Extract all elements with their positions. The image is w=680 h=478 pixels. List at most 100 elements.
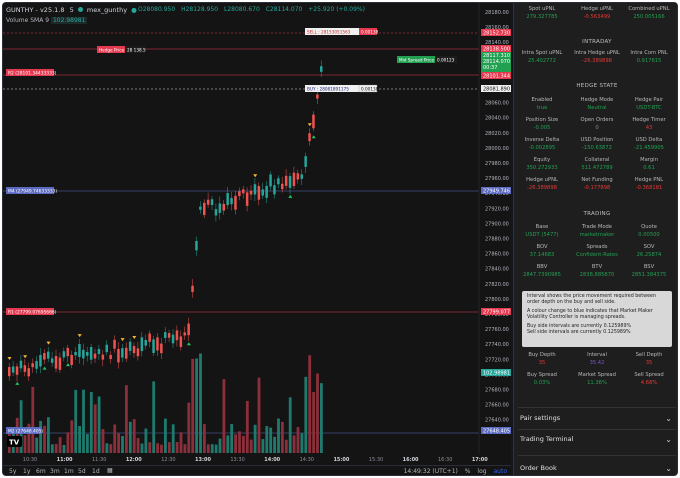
volume-bar [284, 439, 288, 453]
candle-body [265, 185, 268, 198]
candle-body [54, 356, 58, 369]
candle-body [300, 174, 303, 179]
volume-bar [253, 424, 257, 453]
candle-body [86, 351, 89, 356]
exchange-label: mex_gunthy [86, 6, 128, 14]
range-3m[interactable]: 3m [50, 468, 60, 475]
chart-area[interactable]: GUNTHY - v25.1.8 5 mex_gunthy ● O28080.9… [3, 3, 511, 475]
candle-body [238, 191, 241, 197]
volume-bar [82, 389, 85, 453]
stat-value: 35 [538, 360, 546, 366]
range-5y[interactable]: 5y [9, 468, 17, 475]
m4-label[interactable]: M4 (27949.74633333) [6, 187, 57, 195]
mid-spread-label[interactable]: Mid Spread Price 0.00123 [397, 56, 457, 63]
price-tick-label: 28180.00 [485, 10, 509, 16]
mid-spread-value: 0.00123 [437, 58, 455, 63]
candle-body [257, 185, 261, 200]
sell-order-label[interactable]: SELL : 28153051563 0.00138 [305, 28, 379, 35]
stat-value: USDT-BTC [636, 105, 662, 111]
stat-value: Confident-Rates [576, 252, 618, 258]
volume-bar [277, 418, 280, 453]
stat-label: SOV [643, 244, 655, 250]
price-chart[interactable]: R2 (28101.34433333) M4 (27949.74633333) … [3, 3, 511, 465]
stat-value: true [536, 105, 548, 111]
candle-body [47, 351, 50, 359]
auto-toggle[interactable]: auto [493, 468, 507, 475]
candle-body [203, 202, 206, 216]
stat-value: 0.917815 [636, 58, 662, 64]
stat-value: 0.03% [533, 380, 551, 386]
ohlc-readout: O28080.950 H28128.950 L28080.670 C28114.… [138, 6, 369, 13]
stat-value: 35.42 [589, 360, 605, 366]
order-book-accordion[interactable]: Order Book ⌄ [520, 464, 674, 475]
price-tick-label: 27880.00 [485, 237, 509, 243]
stat-value: -26.389898 [527, 185, 557, 191]
badge-m2: 27648.405 [483, 429, 510, 435]
volume-bar [296, 427, 300, 453]
volume-bar [160, 444, 163, 453]
candle-body [58, 357, 62, 370]
candle-body [179, 336, 183, 348]
clock-label[interactable]: 14:49:32 (UTC+1) [403, 468, 458, 475]
price-tick-label: 27740.00 [485, 342, 509, 348]
stat-value: 2838.885870 [579, 272, 615, 278]
stat-value: 250.005166 [633, 14, 665, 20]
volume-bar [113, 424, 117, 453]
volume-bar [23, 435, 27, 453]
volume-bar [238, 431, 241, 453]
buy-marker-icon [66, 363, 70, 367]
candle-body [218, 203, 222, 213]
price-tick-label: 27760.00 [485, 327, 509, 333]
stat-label: Hedge PNL [634, 177, 664, 183]
percent-toggle[interactable]: % [464, 468, 471, 475]
volume-bar [179, 432, 183, 453]
pair-settings-accordion[interactable]: Pair settings ⌄ [520, 414, 674, 428]
r2-label[interactable]: R2 (28101.34433333) [6, 69, 57, 77]
volume-bar [27, 423, 31, 453]
time-tick-label: 10:30 [23, 457, 37, 463]
stat-label: Spot uPNL [528, 6, 556, 12]
candle-body [89, 347, 93, 360]
range-5d[interactable]: 5d [78, 468, 86, 475]
section-title: HEDGE STATE [576, 83, 618, 89]
r1-label-text: R1 (27799.07695666) [8, 310, 57, 316]
sell-marker-icon [7, 357, 12, 361]
price-tick-label: 27980.00 [485, 161, 509, 167]
candle-body [160, 343, 163, 354]
candlesticks [8, 60, 323, 382]
volume-bar [19, 400, 23, 453]
trading-terminal-accordion[interactable]: Trading Terminal ⌄ [520, 435, 674, 449]
volume-bar [93, 404, 97, 453]
chart-title: GUNTHY - v25.1.8 5 mex_gunthy ● [6, 6, 137, 14]
range-1m[interactable]: 1m [64, 468, 74, 475]
interval-label[interactable]: 5 [69, 6, 74, 14]
chevron-down-icon: ⌄ [665, 435, 672, 444]
stat-label: Hedge uPNL [526, 177, 558, 183]
candle-body [125, 347, 128, 359]
volume-bar [167, 442, 171, 453]
hedge-price-label[interactable]: Hedge Price 28 138.5 [97, 46, 146, 53]
log-toggle[interactable]: log [477, 468, 487, 475]
range-6m[interactable]: 6m [36, 468, 46, 475]
calendar-icon[interactable]: ▦ [107, 467, 113, 474]
stat-value: -0.177898 [583, 185, 611, 191]
stat-value: 25.402772 [527, 58, 557, 64]
stat-value: marketmaker [579, 232, 615, 238]
range-1d[interactable]: 1d [92, 468, 100, 475]
tradingview-logo-icon[interactable]: TV [7, 436, 22, 447]
tooltip-line-2: A colour change to blue indicates that M… [527, 308, 653, 320]
volume-bar [191, 358, 195, 453]
volume-bar [70, 420, 74, 453]
volume-bar [125, 385, 128, 453]
divider [518, 429, 676, 430]
m2-label[interactable]: M2 (27648.405) [6, 427, 43, 435]
stat-value: 0 [595, 125, 599, 131]
candle-body [35, 360, 38, 369]
stat-label: Base [535, 224, 549, 230]
candle-body [164, 332, 167, 338]
price-badges: 28152.730 28138.500 28117.310 28114.070 … [481, 29, 511, 435]
range-1y[interactable]: 1y [23, 468, 31, 475]
buy-order-label[interactable]: BUY : 28081891175 0.00138 [305, 84, 379, 93]
volume-indicator-legend[interactable]: Volume SMA 9 102.98981 [6, 17, 88, 24]
r1-label[interactable]: R1 (27799.07695666) [6, 308, 57, 316]
